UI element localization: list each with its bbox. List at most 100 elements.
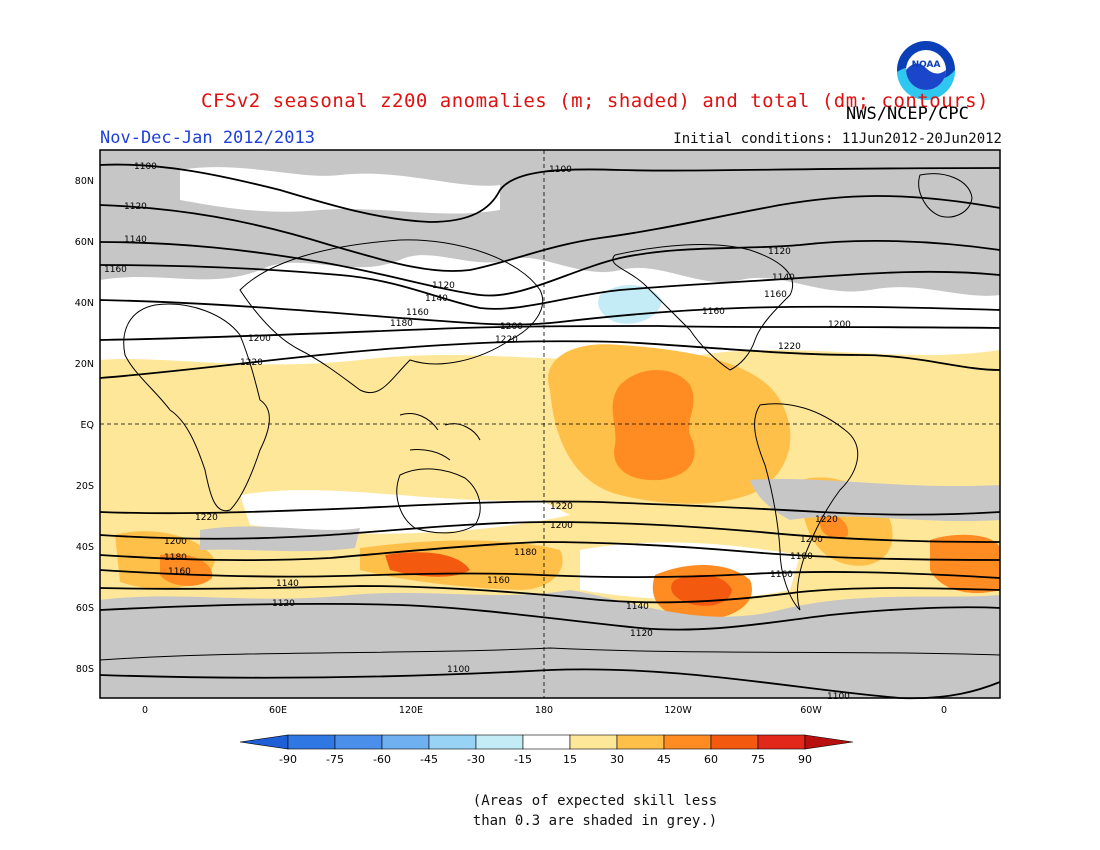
contour-label-1200-s: 1200	[164, 537, 187, 547]
colorbar-labels: -90 -75 -60 -45 -30 -15 15 30 45 60 75 9…	[279, 753, 812, 766]
low-skill-southeast	[750, 478, 1000, 522]
contour-label-1200: 1200	[248, 334, 271, 344]
contour-label-1160-s3: 1160	[770, 570, 793, 580]
contour-1180-north	[99, 299, 1001, 326]
contour-1200-north	[99, 325, 1001, 341]
greenland-outline	[918, 173, 973, 218]
colorbar-swatch-high-end	[804, 734, 854, 750]
contour-label-1120-b: 1120	[768, 247, 791, 257]
north-america-outline	[612, 244, 793, 371]
low-skill-south	[100, 590, 1000, 698]
lon-label-120e: 120E	[399, 705, 423, 716]
anomaly-60-75-southern-indian	[385, 552, 470, 577]
low-skill-arctic-white	[180, 167, 500, 214]
antarctica-outline	[99, 647, 1001, 661]
cb-label-75: 75	[751, 753, 765, 766]
neutral-band-south	[240, 490, 570, 534]
contour-label-1180: 1180	[390, 319, 413, 329]
contour-1140-north	[99, 239, 1001, 297]
contour-1120-south	[99, 602, 1001, 631]
contour-label-1140-s: 1140	[276, 579, 299, 589]
lon-label-120w: 120W	[664, 705, 692, 716]
contour-1140-south	[99, 585, 1001, 604]
colorbar-swatch	[710, 734, 759, 750]
contour-label-1100-s: 1100	[447, 665, 470, 675]
colorbar-swatch	[428, 734, 477, 750]
cb-label-m45: -45	[420, 753, 438, 766]
contour-1160-south	[99, 569, 1001, 579]
colorbar-swatch	[287, 734, 336, 750]
cb-label-30: 30	[610, 753, 624, 766]
contour-label-1220-b: 1220	[495, 335, 518, 345]
south-america-outline	[754, 403, 859, 611]
lat-label-80n: 80N	[75, 176, 94, 187]
contour-1220-south	[99, 500, 1001, 516]
contour-1220-north	[99, 340, 1001, 379]
contour-label-1180-s: 1180	[164, 553, 187, 563]
contour-label-1200-b: 1200	[500, 322, 523, 332]
contour-label-1220: 1220	[240, 358, 263, 368]
longitude-axis: 0 60E 120E 180 120W 60W 0	[142, 705, 947, 716]
contour-label-1200-c: 1200	[828, 320, 851, 330]
contour-label-1220-c: 1220	[778, 342, 801, 352]
contour-1200-south	[99, 521, 1001, 543]
contour-1180-south	[99, 541, 1001, 562]
svg-text:NOAA: NOAA	[912, 60, 941, 70]
contour-label-1100-b: 1100	[549, 165, 572, 175]
colorbar-swatch	[334, 734, 383, 750]
colorbar: -90 -75 -60 -45 -30 -15 15 30 45 60 75 9…	[240, 734, 854, 766]
colorbar-swatch	[663, 734, 712, 750]
contour-label-1200-s2: 1200	[550, 521, 573, 531]
contour-1100-north	[99, 163, 1001, 223]
cb-label-15: 15	[563, 753, 577, 766]
lat-label-40s: 40S	[76, 542, 94, 553]
agency-label: NWS/NCEP/CPC	[846, 104, 969, 124]
colorbar-swatch	[757, 734, 806, 750]
skill-note-line1: (Areas of expected skill less	[472, 793, 718, 809]
contour-label-1100: 1100	[134, 162, 157, 172]
z200-contours	[99, 163, 1001, 700]
cb-label-m60: -60	[373, 753, 391, 766]
initial-conditions: Initial conditions: 11Jun2012-20Jun2012	[673, 131, 1002, 147]
cb-label-m15: -15	[514, 753, 532, 766]
lat-label-80s: 80S	[76, 664, 94, 675]
cb-label-90: 90	[798, 753, 812, 766]
contour-label-1120-c: 1120	[432, 281, 455, 291]
lon-label-0: 0	[142, 705, 148, 716]
contour-label-1140-s2: 1140	[626, 602, 649, 612]
contour-label-1140-c: 1140	[772, 273, 795, 283]
contour-label-1100-s2: 1100	[827, 692, 850, 702]
latitude-axis: 80N 60N 40N 20N EQ 20S 40S 60S 80S	[75, 176, 94, 675]
anomaly-45-60-south-america	[820, 513, 849, 539]
cb-label-m75: -75	[326, 753, 344, 766]
colorbar-swatch	[475, 734, 524, 750]
skill-note: (Areas of expected skill less than 0.3 a…	[0, 791, 1100, 831]
contour-label-1180-s2: 1180	[514, 548, 537, 558]
anomaly-45-60-pacific	[612, 370, 695, 481]
anomaly-60-75-southern-pacific	[671, 574, 732, 606]
contour-label-1160-s: 1160	[168, 567, 191, 577]
lat-label-20n: 20N	[75, 359, 94, 370]
africa-outline	[123, 303, 270, 512]
contour-label-1140-b: 1140	[425, 294, 448, 304]
map-title: CFSv2 seasonal z200 anomalies (m; shaded…	[201, 90, 989, 112]
contour-label-1160-s2: 1160	[487, 576, 510, 586]
lon-label-180: 180	[535, 705, 553, 716]
skill-note-line2: than 0.3 are shaded in grey.)	[472, 813, 718, 829]
colorbar-swatch	[522, 734, 571, 750]
lon-label-60w: 60W	[800, 705, 822, 716]
lat-label-eq: EQ	[81, 420, 94, 431]
cb-label-60: 60	[704, 753, 718, 766]
contour-label-1220-s: 1220	[195, 513, 218, 523]
contour-label-1140: 1140	[124, 235, 147, 245]
colorbar-swatches	[240, 734, 854, 750]
contour-1160-north	[99, 264, 1001, 310]
colorbar-swatch	[569, 734, 618, 750]
cb-label-45: 45	[657, 753, 671, 766]
lat-label-40n: 40N	[75, 298, 94, 309]
lat-label-60s: 60S	[76, 603, 94, 614]
anomaly-map: 1100 1100 1120 1120 1120 1140 1140 1140 …	[75, 149, 1001, 716]
contour-labels: 1100 1100 1120 1120 1120 1140 1140 1140 …	[104, 162, 851, 702]
cb-label-m30: -30	[467, 753, 485, 766]
contour-label-1120-s2: 1120	[630, 629, 653, 639]
